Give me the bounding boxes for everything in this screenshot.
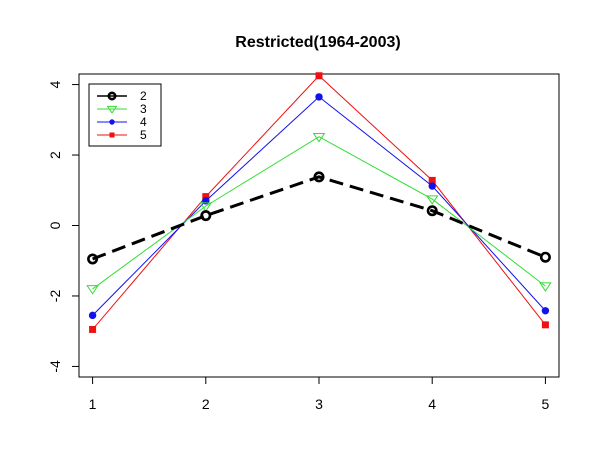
legend-marker [109,132,115,138]
data-point [86,285,99,295]
data-point [87,253,99,265]
data-point [313,171,325,183]
data-point [88,311,97,320]
legend-label: 2 [140,89,147,103]
legend-item: 4 [97,115,147,129]
legend-label: 3 [140,102,147,116]
data-point [426,205,438,217]
legend-label: 5 [140,128,147,142]
y-tick-label: 2 [47,151,63,159]
data-point [541,321,549,329]
y-tick-label: -2 [47,290,63,303]
y-axis: -4 -2 0 2 4 [47,80,80,373]
series-layer [86,72,552,333]
data-point [202,197,210,205]
data-point [425,195,439,205]
legend-item: 2 [97,89,147,103]
legend-marker [107,91,117,101]
data-point [89,325,97,333]
data-point [200,210,212,222]
x-tick-label: 4 [428,396,436,412]
data-point [541,307,550,315]
x-tick-label: 3 [315,396,323,412]
data-point [315,72,323,80]
data-point [312,132,326,143]
legend-item: 3 [97,102,147,116]
data-point [539,282,552,292]
series-line [92,175,546,261]
data-point [539,251,551,263]
y-tick-label: -4 [47,360,63,373]
legend-marker [106,105,118,114]
x-tick-label: 2 [202,396,210,412]
data-point [315,93,323,101]
series-3 [86,132,552,295]
data-point [199,202,213,212]
y-tick-label: 4 [47,80,63,88]
legend-label: 4 [140,115,147,129]
legend-box [88,83,162,147]
y-tick-label: 0 [47,221,63,229]
series-2 [87,171,551,265]
data-point [428,176,436,184]
chart-title: Restricted(1964-2003) [235,34,400,51]
legend-item: 5 [97,128,147,142]
x-tick-label: 5 [542,396,550,412]
x-axis: 1 2 3 4 5 [89,376,550,412]
legend-marker [109,119,115,125]
data-point [428,182,436,190]
x-tick-label: 1 [89,396,97,412]
series-line [92,136,546,290]
data-point [202,193,210,201]
